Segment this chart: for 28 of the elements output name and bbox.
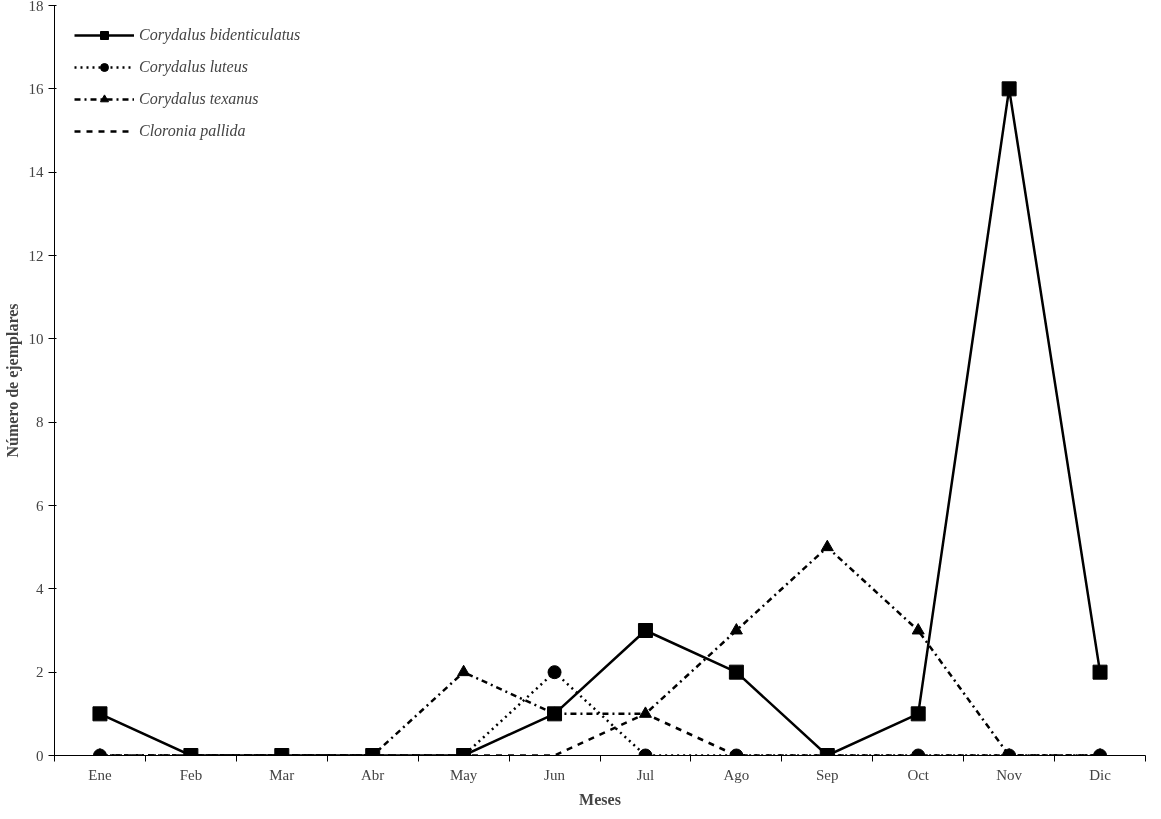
x-tick-label: Sep [816, 766, 839, 783]
y-tick-label: 0 [36, 747, 44, 764]
x-tick-label: Dic [1089, 766, 1112, 783]
legend-label: Corydalus texanus [139, 90, 259, 108]
y-tick-label: 14 [28, 164, 44, 181]
x-tick-label: Mar [269, 766, 295, 783]
x-tick-label: May [449, 766, 478, 783]
y-tick-label: 2 [36, 664, 44, 681]
x-tick-label: Jun [544, 766, 566, 783]
y-tick-label: 4 [36, 580, 44, 597]
x-axis-title: Meses [579, 790, 621, 808]
y-tick-label: 6 [36, 497, 44, 514]
x-tick-label: Ago [723, 766, 750, 783]
y-tick-label: 8 [36, 414, 44, 431]
x-tick-label: Oct [907, 766, 930, 783]
x-tick-label: Abr [361, 766, 385, 783]
legend-label: Corydalus luteus [139, 58, 248, 76]
y-tick-label: 18 [28, 0, 44, 14]
legend-label: Cloronia pallida [139, 122, 246, 140]
y-tick-label: 16 [28, 80, 44, 97]
x-tick-label: Nov [996, 766, 1023, 783]
y-tick-label: 10 [28, 330, 44, 347]
legend-label: Corydalus bidenticulatus [139, 26, 301, 44]
y-tick-label: 12 [28, 247, 44, 264]
x-tick-label: Feb [179, 766, 203, 783]
x-tick-label: Ene [88, 766, 112, 783]
y-axis-title: Número de ejemplares [3, 303, 22, 458]
x-tick-label: Jul [636, 766, 655, 783]
